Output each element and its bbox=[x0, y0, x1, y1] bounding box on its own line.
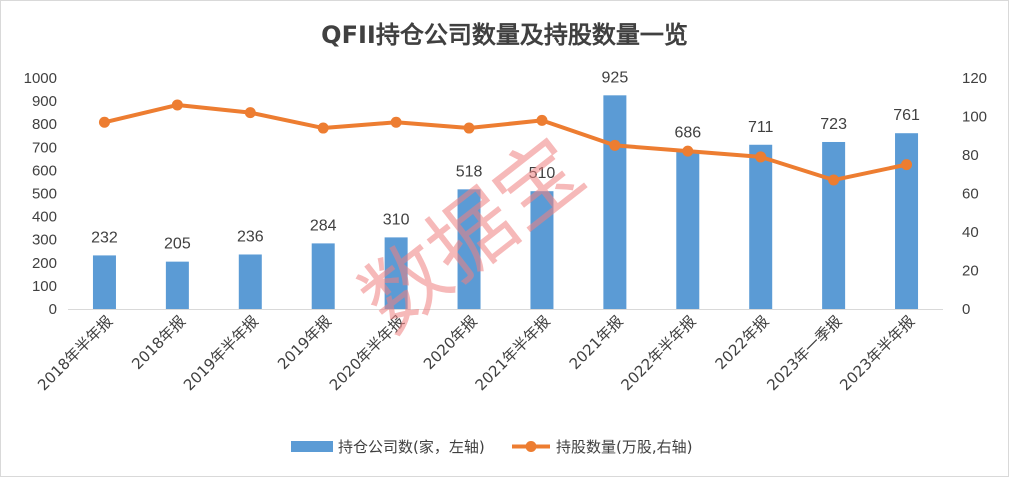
right-tick-label: 100 bbox=[962, 109, 987, 126]
bar bbox=[238, 254, 262, 309]
bar bbox=[895, 133, 919, 309]
line-marker bbox=[682, 145, 694, 157]
right-tick-label: 120 bbox=[962, 70, 987, 87]
bar bbox=[165, 261, 189, 309]
chart-title: QFII持仓公司数量及持股数量一览 bbox=[321, 21, 688, 49]
bar-data-label: 232 bbox=[91, 229, 118, 246]
bar-data-label: 284 bbox=[310, 217, 337, 234]
bar-data-label: 510 bbox=[529, 165, 556, 182]
bar-data-label: 761 bbox=[893, 107, 920, 124]
line-marker bbox=[171, 99, 183, 111]
line-path bbox=[102, 102, 909, 183]
left-tick-label: 0 bbox=[49, 301, 57, 318]
left-tick-label: 800 bbox=[32, 116, 57, 133]
bar bbox=[822, 141, 846, 309]
bar bbox=[384, 237, 408, 309]
bar bbox=[603, 95, 627, 309]
left-tick-label: 300 bbox=[32, 232, 57, 249]
bar bbox=[530, 191, 554, 309]
line-marker bbox=[98, 116, 110, 128]
legend: 持仓公司数(家，左轴) 持股数量(万股,右轴) bbox=[291, 438, 692, 456]
line-marker bbox=[609, 139, 621, 151]
line-marker bbox=[244, 107, 256, 119]
bar-data-label: 205 bbox=[164, 236, 191, 253]
left-tick-label: 600 bbox=[32, 162, 57, 179]
bar-data-label: 723 bbox=[820, 116, 847, 133]
bar-data-label: 925 bbox=[602, 69, 629, 86]
legend-bar-label: 持仓公司数(家，左轴) bbox=[338, 438, 485, 456]
bar-series bbox=[92, 95, 919, 309]
bar bbox=[676, 150, 700, 309]
left-tick-label: 400 bbox=[32, 209, 57, 226]
line-marker bbox=[901, 159, 913, 171]
legend-line-marker bbox=[525, 441, 537, 452]
right-tick-label: 80 bbox=[962, 147, 979, 164]
bar-data-labels: 232 205 236 284 310 518 510 925 686 711 723 761 bbox=[91, 69, 920, 252]
bar-data-label: 686 bbox=[674, 125, 701, 142]
bar bbox=[749, 144, 773, 309]
left-tick-label: 100 bbox=[32, 278, 57, 295]
line-marker bbox=[317, 122, 329, 134]
left-tick-label: 200 bbox=[32, 255, 57, 272]
line-marker bbox=[755, 151, 767, 163]
bar bbox=[311, 243, 335, 309]
line-marker bbox=[463, 122, 475, 134]
bar bbox=[457, 189, 481, 309]
bar-data-label: 518 bbox=[456, 163, 483, 180]
legend-bar-swatch bbox=[291, 441, 333, 452]
right-axis-ticks: 0 20 40 60 80 100 120 bbox=[962, 70, 987, 318]
line-marker bbox=[390, 116, 402, 128]
bar bbox=[92, 255, 116, 309]
line-marker bbox=[828, 174, 840, 186]
left-tick-label: 900 bbox=[32, 93, 57, 110]
left-tick-label: 500 bbox=[32, 186, 57, 203]
right-tick-label: 40 bbox=[962, 224, 979, 241]
line-marker bbox=[536, 114, 548, 126]
right-tick-label: 0 bbox=[962, 301, 970, 318]
left-tick-label: 700 bbox=[32, 139, 57, 156]
bar-data-label: 711 bbox=[748, 119, 774, 136]
left-tick-label: 1000 bbox=[24, 70, 57, 87]
legend-line-label: 持股数量(万股,右轴) bbox=[556, 438, 692, 456]
left-axis-ticks: 0 100 200 300 400 500 600 700 800 900 1000 bbox=[24, 70, 57, 318]
bar-data-label: 236 bbox=[237, 228, 264, 245]
line-series bbox=[98, 99, 913, 186]
bar-data-label: 310 bbox=[383, 211, 410, 228]
right-tick-label: 60 bbox=[962, 186, 979, 203]
right-tick-label: 20 bbox=[962, 263, 979, 280]
